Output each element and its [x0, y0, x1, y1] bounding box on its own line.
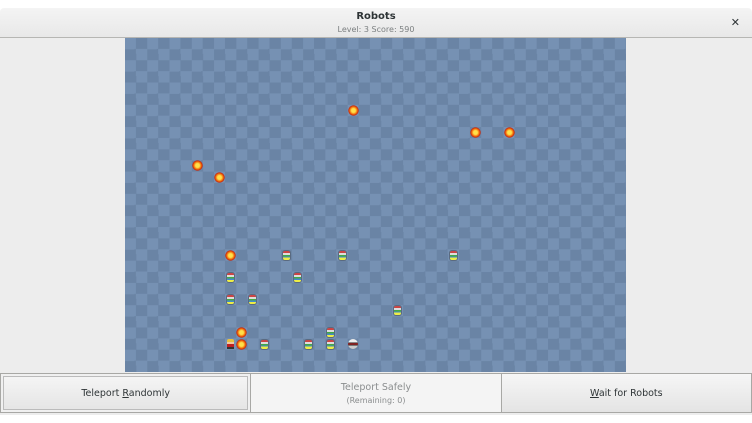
robot-sprite: [305, 339, 313, 349]
action-bar: Teleport Randomly Teleport Safely (Remai…: [0, 373, 752, 415]
teleport-randomly-button[interactable]: Teleport Randomly: [0, 373, 252, 413]
teleport-safely-remaining: (Remaining: 0): [346, 395, 406, 405]
player-sprite: [227, 339, 235, 350]
junk-heap: [503, 127, 515, 139]
robot-sprite: [260, 339, 268, 349]
junk-heap: [236, 327, 248, 339]
robot: [259, 339, 270, 350]
robot-sprite: [394, 306, 402, 316]
player: [225, 339, 236, 350]
robot-sprite: [327, 328, 335, 338]
robot: [225, 294, 236, 305]
teleport-safely-button[interactable]: Teleport Safely (Remaining: 0): [251, 373, 502, 413]
robot: [392, 305, 403, 316]
robot: [325, 327, 336, 338]
junk-heap: [191, 160, 203, 172]
wait-label: Wait for Robots: [590, 387, 663, 399]
robot-sprite: [227, 295, 235, 305]
robot: [448, 250, 459, 261]
junk-heap: [225, 249, 237, 261]
robot-sprite: [249, 295, 257, 305]
fast-robot: [348, 339, 359, 350]
close-icon[interactable]: ✕: [730, 16, 740, 29]
robot: [281, 250, 292, 261]
robot: [325, 339, 336, 350]
teleport-randomly-label: Teleport Randomly: [81, 387, 170, 399]
robot: [337, 250, 348, 261]
game-board[interactable]: [125, 38, 626, 372]
junk-heap: [236, 338, 248, 350]
robot-sprite: [327, 339, 335, 349]
content-area: [0, 38, 752, 373]
header-bar: Robots Level: 3 Score: 590 ✕: [0, 8, 752, 38]
fast-robot-sprite: [348, 339, 359, 350]
robot: [225, 272, 236, 283]
robot: [247, 294, 258, 305]
robot-sprite: [449, 250, 457, 260]
junk-heap: [470, 127, 482, 139]
robot-sprite: [338, 250, 346, 260]
window-title: Robots: [356, 11, 396, 22]
wait-for-robots-button[interactable]: Wait for Robots: [501, 373, 752, 413]
robot-sprite: [227, 272, 235, 282]
robot-sprite: [282, 250, 290, 260]
teleport-safely-label: Teleport Safely: [340, 381, 412, 393]
robot: [292, 272, 303, 283]
junk-heap: [347, 104, 359, 116]
level-score: Level: 3 Score: 590: [337, 25, 415, 34]
junk-heap: [214, 171, 226, 183]
robot-sprite: [294, 272, 301, 282]
robot: [303, 339, 314, 350]
